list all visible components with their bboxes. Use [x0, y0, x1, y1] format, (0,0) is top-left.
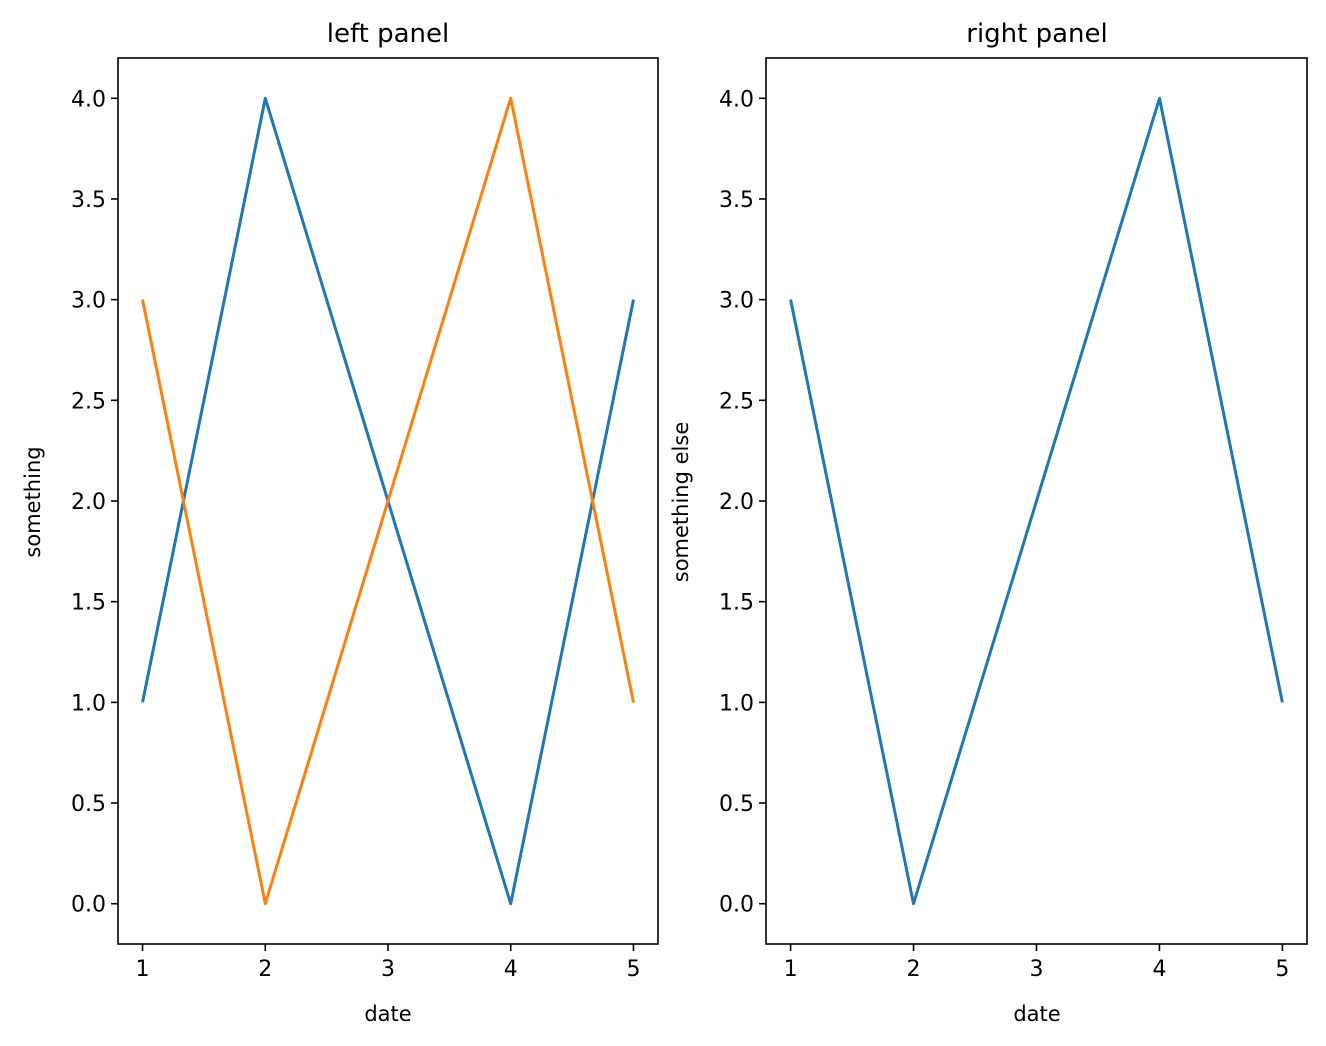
- left-panel-xlabel: date: [364, 1002, 411, 1026]
- right-panel-xtick-label-4: 5: [1275, 957, 1289, 982]
- right-panel-ytick-label-1: 0.5: [719, 792, 754, 817]
- left-panel-title: left panel: [327, 19, 450, 49]
- right-panel-ylabel: something else: [669, 422, 693, 582]
- right-panel-ytick-label-5: 2.5: [719, 389, 754, 414]
- right-panel-ytick-label-4: 2.0: [719, 490, 754, 515]
- right-panel-series-0-line: [789, 96, 1284, 906]
- right-panel-xtick-label-2: 3: [1030, 957, 1044, 982]
- right-panel-xtick-label-3: 4: [1152, 957, 1166, 982]
- left-panel-xtick-label-2: 3: [381, 957, 395, 982]
- left-panel-series-1-line: [141, 96, 635, 906]
- left-panel-ytick-label-7: 3.5: [71, 188, 106, 213]
- left-panel-ytick-label-8: 4.0: [71, 87, 106, 112]
- left-panel: left panel date something 1 2 3 4 5 0.0 0.5 1.0…: [21, 19, 659, 1026]
- right-panel-ytick-label-8: 4.0: [719, 87, 754, 112]
- left-panel-ytick-label-5: 2.5: [71, 389, 106, 414]
- left-panel-ytick-label-3: 1.5: [71, 591, 106, 616]
- right-panel-title: right panel: [966, 19, 1108, 49]
- right-panel-ytick-label-2: 1.0: [719, 691, 754, 716]
- left-panel-xtick-label-0: 1: [136, 957, 150, 982]
- left-panel-ytick-label-6: 3.0: [71, 289, 106, 314]
- right-panel-ytick-label-3: 1.5: [719, 591, 754, 616]
- left-panel-ytick-label-0: 0.0: [71, 893, 106, 918]
- right-panel: right panel date something else 1 2 3 4 5 0.0…: [669, 19, 1308, 1026]
- right-panel-xtick-label-0: 1: [784, 957, 798, 982]
- left-panel-xtick-label-3: 4: [504, 957, 518, 982]
- left-panel-ylabel: something: [21, 446, 45, 557]
- left-panel-ytick-label-4: 2.0: [71, 490, 106, 515]
- right-panel-xtick-label-1: 2: [907, 957, 921, 982]
- right-panel-ytick-label-7: 3.5: [719, 188, 754, 213]
- right-panel-ytick-label-0: 0.0: [719, 893, 754, 918]
- left-panel-ytick-label-1: 0.5: [71, 792, 106, 817]
- left-panel-xtick-label-1: 2: [258, 957, 272, 982]
- right-panel-xlabel: date: [1013, 1002, 1060, 1026]
- right-panel-ytick-label-6: 3.0: [719, 289, 754, 314]
- left-panel-ytick-label-2: 1.0: [71, 691, 106, 716]
- left-panel-xtick-label-4: 5: [626, 957, 640, 982]
